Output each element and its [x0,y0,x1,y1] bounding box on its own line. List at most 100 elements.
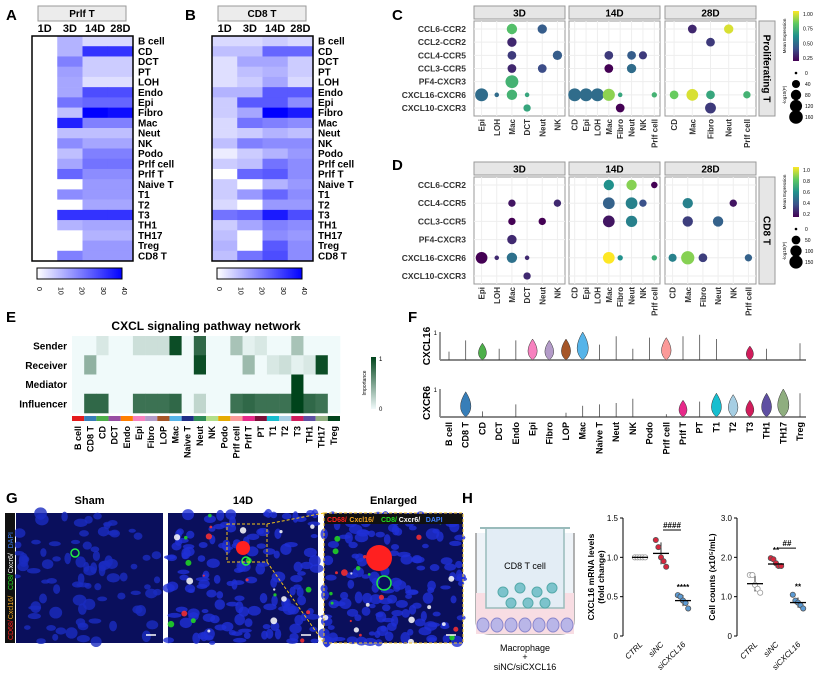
nucleus [64,552,72,565]
heatmap-cell [262,46,289,57]
nucleus [146,620,159,630]
x-tick-label: Prlf cell [744,287,753,316]
heatmap-cell [262,128,289,139]
heatmap-cell [181,336,195,356]
x-tick-label: CD [477,422,487,435]
cd68-macrophage [236,541,250,555]
heatmap-cell [212,117,238,129]
heatmap-cell [212,46,238,57]
channel-label: CD8/ [381,517,397,524]
heatmap-cell [107,209,134,221]
heatmap-cell [84,374,97,395]
x-tick-label: Fibro [616,287,625,307]
nucleus [450,595,457,604]
row-label: Neut [318,129,341,140]
nucleus [182,509,195,521]
row-label: T2 [138,200,150,211]
nucleus [233,580,245,586]
heatmap-cell [107,97,134,108]
nucleus [394,527,403,536]
category-color-strip [132,416,146,421]
x-tick-label: Neut [725,119,734,137]
panel-label-e: E [6,309,16,326]
nucleus [13,551,25,556]
cd8-t-cell [505,597,517,609]
nucleus [117,592,126,600]
heatmap-cell [212,158,238,170]
dot [507,64,517,73]
nucleus [52,633,59,641]
heatmap-cell [82,220,109,231]
nucleus [375,531,385,538]
heatmap-cell [266,374,280,395]
signal-spot [330,601,334,605]
nucleus [308,555,321,567]
nucleus [323,636,330,648]
facet-header [37,5,127,22]
heatmap-cell [230,336,243,356]
size-legend-dot [791,79,801,89]
nucleus [77,573,85,585]
heatmap-cell [132,393,146,414]
heatmap-cell [237,76,263,88]
nucleus [257,528,265,535]
heatmap-cell [212,36,238,47]
heatmap-cell [254,355,268,375]
importance-colorbar [371,357,376,409]
size-legend-tick: 160 [805,115,814,121]
nucleus [296,571,306,576]
row-label: Prlf T [318,170,344,181]
significance-label: ## [783,539,792,548]
heatmap-cell [193,393,207,414]
x-tick-label: LOH [493,119,502,136]
dot [494,255,500,261]
dot [524,255,530,261]
nucleus [386,622,397,632]
facet-label: 14D [605,9,623,20]
dot [523,104,531,112]
x-tick-label: CD [571,287,580,299]
heatmap-cell [32,87,58,98]
heatmap-cell [287,250,314,262]
nucleus [327,625,335,630]
heatmap-cell [145,336,158,356]
x-tick-label: CD8 T [461,422,471,449]
cd8-cell-label: CD8 T cell [504,561,546,571]
nucleus [198,579,210,588]
nucleus [339,598,352,610]
nucleus [408,525,417,531]
heatmap-cell [57,36,83,47]
violin [527,338,538,361]
row-label: Treg [318,241,339,252]
violin [711,392,722,418]
heatmap-title: Prlf T [69,9,95,20]
heatmap-cell [287,56,314,67]
row-label: PF4-CXCR3 [419,77,467,87]
heatmap-cell [145,355,158,375]
nucleus [262,548,276,555]
dotplot-panel-c: CCL6-CCR2 CCL2-CCR2 CCL4-CCR5 CCL3-CCR5 PF4-… [402,5,814,148]
gene-label: CXCR6 [422,386,433,420]
heatmap-cell [32,107,58,119]
nucleus [216,509,225,521]
channel-legend-vertical [5,513,15,643]
dot [669,90,679,100]
heatmap-cell [72,336,85,356]
signal-spot [408,616,415,624]
heatmap-cell [107,66,134,78]
facet-header [473,161,566,176]
heatmap-cell [32,189,58,200]
panel-label-b: B [185,7,196,24]
facet-label: 28D [701,9,719,20]
dot [506,252,518,263]
strip [758,20,776,117]
nucleus [243,632,251,640]
nucleus [362,592,373,604]
cd8-cell [376,575,392,591]
signal-spot [281,596,287,602]
y-tick-label: 1.5 [607,514,619,523]
color-legend-title: Mean Expression [782,174,787,209]
y-tick-label: 0.5 [607,593,619,602]
panel-label-g: G [6,490,18,507]
signal-spot [186,577,194,585]
